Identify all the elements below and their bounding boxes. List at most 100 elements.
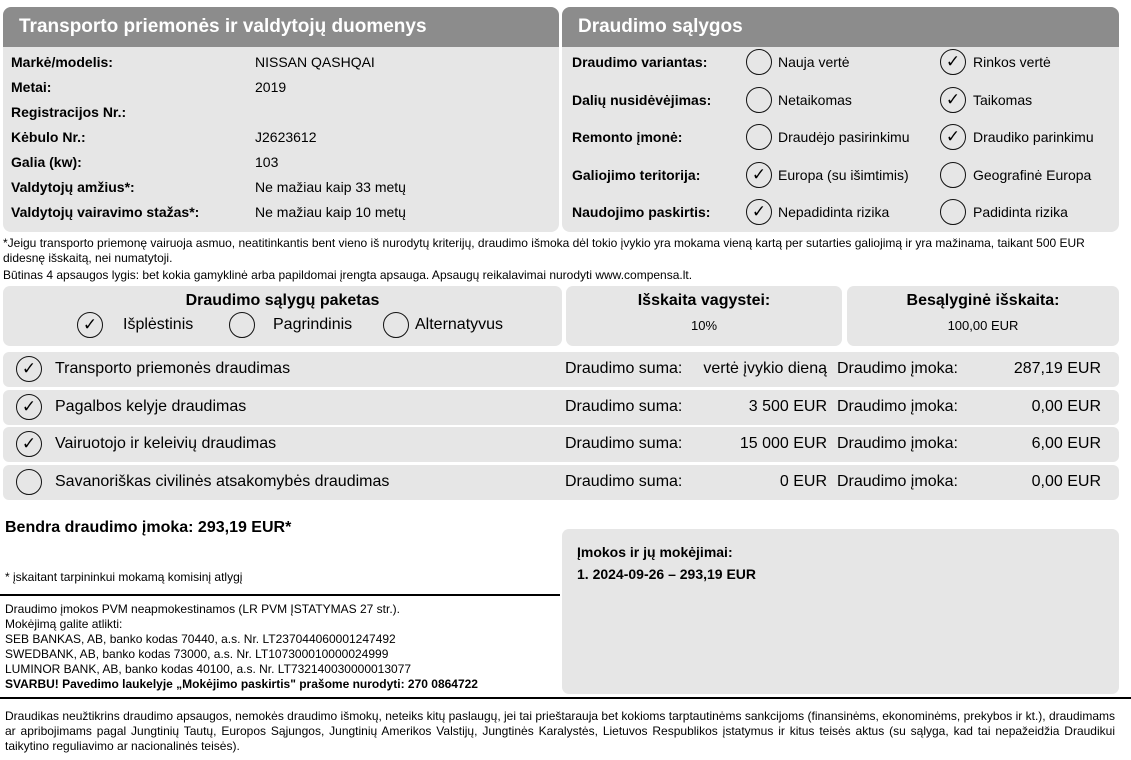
- condition-label: Remonto įmonė:: [572, 129, 683, 145]
- vehicle-field-value: Ne mažiau kaip 10 metų: [255, 204, 406, 220]
- condition-option: Rinkos vertė: [973, 54, 1051, 70]
- empty-circle-icon: [383, 312, 409, 338]
- vehicle-field-value: Ne mažiau kaip 33 metų: [255, 179, 406, 195]
- vehicle-field-label: Galia (kw):: [11, 154, 82, 170]
- vehicle-field-label: Valdytojų vairavimo stažas*:: [11, 204, 200, 220]
- condition-option: Geografinė Europa: [973, 166, 1092, 183]
- empty-circle-icon: [940, 199, 966, 225]
- sum-value: 3 500 EUR: [748, 397, 827, 415]
- vehicle-field-value: 2019: [255, 79, 287, 95]
- total-premium: Bendra draudimo įmoka: 293,19 EUR*: [5, 519, 292, 536]
- coverage-row: Savanoriškas civilinės atsakomybės draud…: [3, 465, 1119, 501]
- condition-label: Naudojimo paskirtis:: [572, 204, 711, 220]
- deductible-box: Besąlyginė išskaita: 100,00 EUR: [847, 286, 1119, 346]
- theft-deductible-value: 10%: [690, 318, 718, 333]
- empty-circle-icon: [746, 49, 772, 75]
- sanctions-footer: Draudikas neužtikrins draudimo apsaugos,…: [5, 709, 1115, 753]
- conditions-panel: Draudimo variantas: Nauja vertė ✓ Rinkos ve…: [562, 47, 1119, 232]
- payment-reference: SVARBU! Pavedimo laukelyje „Mokėjimo pas…: [5, 677, 478, 691]
- sum-label: Draudimo suma:: [565, 473, 683, 491]
- condition-option: Draudiko parinkimu: [973, 129, 1094, 145]
- vehicle-field-label: Registracijos Nr.:: [11, 104, 127, 120]
- sum-value: 0 EUR: [779, 473, 827, 491]
- checked-circle-icon: ✓: [746, 161, 772, 188]
- vehicle-panel: Markė/modelis: NISSAN QASHQAI Metai: 2019 Re…: [3, 47, 559, 232]
- premium-value: 287,19 EUR: [1013, 360, 1101, 377]
- bank-line: LUMINOR BANK, AB, banko kodas 40100, a.s…: [5, 662, 412, 676]
- condition-label: Draudimo variantas:: [572, 54, 708, 70]
- premium-value: 6,00 EUR: [1031, 435, 1101, 453]
- checked-circle-icon: ✓: [940, 49, 966, 75]
- condition-label: Dalių nusidėvėjimas:: [572, 91, 712, 108]
- checked-circle-icon: ✓: [16, 431, 42, 458]
- payments-title: Įmokos ir jų mokėjimai:: [577, 544, 733, 560]
- bank-info: Draudimo įmokos PVM neapmokestinamos (LR…: [5, 602, 555, 692]
- vehicle-field-label: Markė/modelis:: [11, 54, 113, 70]
- coverage-row: ✓ Vairuotojo ir keleivių draudimas Draudim…: [3, 427, 1119, 463]
- empty-circle-icon: [746, 124, 772, 150]
- conditions-section-title: Draudimo sąlygos: [562, 7, 1119, 47]
- bank-line: SWEDBANK, AB, banko kodas 73000, a.s. Nr…: [5, 647, 389, 661]
- security-note: Būtinas 4 apsaugos lygis: bet kokia gamy…: [3, 268, 693, 282]
- sum-value: 15 000 EUR: [739, 435, 827, 453]
- premium-label: Draudimo įmoka:: [837, 473, 958, 491]
- bank-line: Draudimo įmokos PVM neapmokestinamos (LR…: [5, 602, 401, 616]
- premium-value: 0,00 EUR: [1031, 473, 1101, 491]
- commission-note: * įskaitant tarpininkui mokamą komisinį …: [5, 570, 243, 584]
- vehicle-field-label: Valdytojų amžius*:: [11, 179, 135, 195]
- package-title: Draudimo sąlygų paketas: [185, 292, 380, 309]
- package-option: Išplėstinis: [123, 316, 194, 333]
- checked-circle-icon: ✓: [940, 86, 966, 113]
- checked-circle-icon: ✓: [940, 124, 966, 150]
- empty-circle-icon: [16, 469, 42, 496]
- vehicle-field-value: J2623612: [255, 129, 317, 145]
- condition-option: Taikomas: [973, 91, 1033, 108]
- checked-circle-icon: ✓: [16, 393, 42, 420]
- criteria-note: *Jeigu transporto priemonę vairuoja asmu…: [3, 236, 1085, 265]
- empty-circle-icon: [229, 312, 255, 338]
- condition-option: Draudėjo pasirinkimu: [778, 129, 910, 145]
- sum-label: Draudimo suma:: [565, 435, 683, 453]
- payment-item: 1. 2024-09-26 – 293,19 EUR: [577, 566, 757, 582]
- condition-option: Padidinta rizika: [973, 204, 1068, 220]
- checked-circle-icon: ✓: [16, 356, 42, 382]
- sum-label: Draudimo suma:: [565, 397, 683, 415]
- premium-label: Draudimo įmoka:: [837, 435, 958, 453]
- vehicle-field-value: NISSAN QASHQAI: [255, 54, 375, 70]
- theft-deductible-box: Išskaita vagystei: 10%: [566, 286, 842, 346]
- premium-label: Draudimo įmoka:: [837, 397, 958, 415]
- checked-circle-icon: ✓: [77, 312, 103, 338]
- vehicle-field-label: Kėbulo Nr.:: [11, 129, 86, 145]
- condition-option: Europa (su išimtimis): [778, 166, 909, 183]
- theft-deductible-title: Išskaita vagystei:: [637, 292, 771, 309]
- vehicle-field-value: 103: [255, 154, 279, 170]
- bank-line: SEB BANKAS, AB, banko kodas 70440, a.s. …: [5, 632, 396, 646]
- coverage-name: Transporto priemonės draudimas: [55, 360, 291, 377]
- coverage-row: ✓ Transporto priemonės draudimas Draudimo …: [3, 352, 1119, 387]
- premium-value: 0,00 EUR: [1031, 397, 1101, 415]
- divider: [0, 594, 560, 596]
- condition-option: Nauja vertė: [778, 54, 850, 70]
- bank-line: Mokėjimą galite atlikti:: [5, 617, 123, 631]
- deductible-title: Besąlyginė išskaita:: [906, 292, 1060, 309]
- package-box: Draudimo sąlygų paketas ✓ Išplėstinis Pagr…: [3, 286, 562, 346]
- sum-label: Draudimo suma:: [565, 360, 683, 377]
- payments-box: Įmokos ir jų mokėjimai: 1. 2024-09-26 – …: [562, 529, 1119, 694]
- condition-option: Netaikomas: [778, 91, 852, 108]
- condition-option: Nepadidinta rizika: [778, 204, 890, 220]
- package-option: Pagrindinis: [273, 316, 353, 333]
- coverage-row: ✓ Pagalbos kelyje draudimas Draudimo suma:…: [3, 389, 1119, 425]
- coverage-name: Vairuotojo ir keleivių draudimas: [55, 435, 277, 453]
- premium-label: Draudimo įmoka:: [837, 360, 958, 377]
- coverage-name: Savanoriškas civilinės atsakomybės draud…: [55, 473, 390, 491]
- sum-value: vertė įvykio dieną: [703, 360, 827, 377]
- condition-label: Galiojimo teritorija:: [572, 166, 701, 183]
- empty-circle-icon: [940, 161, 966, 188]
- vehicle-section-title: Transporto priemonės ir valdytojų duomen…: [3, 7, 559, 47]
- checked-circle-icon: ✓: [746, 199, 772, 225]
- package-option: Alternatyvus: [415, 316, 504, 333]
- deductible-value: 100,00 EUR: [947, 318, 1019, 333]
- vehicle-field-label: Metai:: [11, 79, 52, 95]
- divider: [0, 697, 1131, 699]
- coverage-name: Pagalbos kelyje draudimas: [55, 397, 247, 415]
